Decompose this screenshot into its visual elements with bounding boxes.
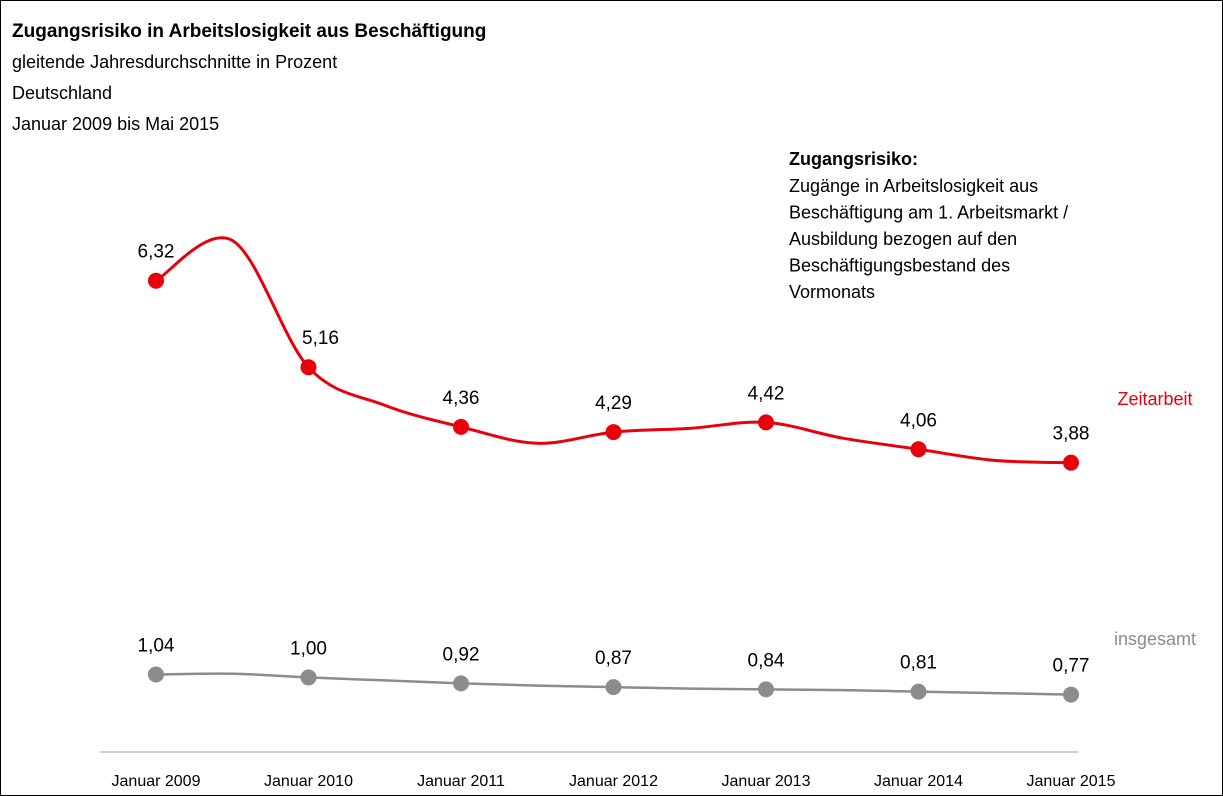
point: [1063, 454, 1079, 471]
data-label: 0,92: [443, 644, 480, 665]
data-label: 1,00: [290, 638, 327, 659]
chart-subtitle: Januar 2009 bis Mai 2015: [12, 114, 219, 134]
data-label: 0,77: [1053, 656, 1090, 677]
point: [910, 441, 927, 458]
x-tick-label: Januar 2014: [874, 773, 963, 790]
annotation-title: Zugangsrisiko:: [789, 149, 918, 169]
series-label: insgesamt: [1114, 629, 1196, 649]
x-tick-label: Januar 2009: [112, 773, 201, 790]
chart-subtitle: gleitende Jahresdurchschnitte in Prozent: [12, 52, 337, 72]
x-tick-label: Januar 2011: [417, 773, 505, 790]
data-label: 4,42: [748, 383, 785, 404]
data-label: 0,84: [748, 650, 785, 671]
point: [1063, 686, 1079, 703]
data-label: 4,36: [443, 388, 480, 409]
point: [758, 681, 774, 698]
x-tick-label: Januar 2010: [264, 773, 353, 790]
annotation-line: Beschäftigungsbestand des: [789, 255, 1010, 275]
point: [453, 675, 469, 692]
data-label: 4,06: [900, 410, 937, 431]
data-label: 6,32: [138, 242, 175, 263]
point: [605, 424, 622, 441]
point: [300, 669, 317, 686]
point: [453, 418, 469, 435]
annotation-line: Vormonats: [789, 282, 875, 302]
annotation-line: Beschäftigung am 1. Arbeitsmarkt /: [789, 202, 1068, 222]
point: [148, 666, 164, 683]
x-tick-label: Januar 2012: [569, 773, 658, 790]
point: [758, 414, 774, 431]
point: [300, 359, 317, 376]
x-tick-label: Januar 2013: [722, 773, 811, 790]
annotation-line: Ausbildung bezogen auf den: [789, 229, 1017, 249]
point: [148, 272, 164, 289]
annotation-line: Zugänge in Arbeitslosigkeit aus: [789, 176, 1038, 196]
point: [605, 679, 622, 696]
data-label: 4,29: [595, 393, 632, 414]
point: [910, 683, 927, 700]
data-label: 5,16: [302, 328, 339, 349]
data-label: 0,81: [900, 653, 937, 674]
series-label: Zeitarbeit: [1117, 389, 1192, 409]
x-tick-label: Januar 2015: [1027, 773, 1116, 790]
data-label: 0,87: [595, 648, 632, 669]
chart-title: Zugangsrisiko in Arbeitslosigkeit aus Be…: [12, 21, 486, 42]
data-label: 1,04: [138, 635, 175, 656]
chart-subtitle: Deutschland: [12, 83, 112, 103]
data-label: 3,88: [1053, 424, 1090, 445]
